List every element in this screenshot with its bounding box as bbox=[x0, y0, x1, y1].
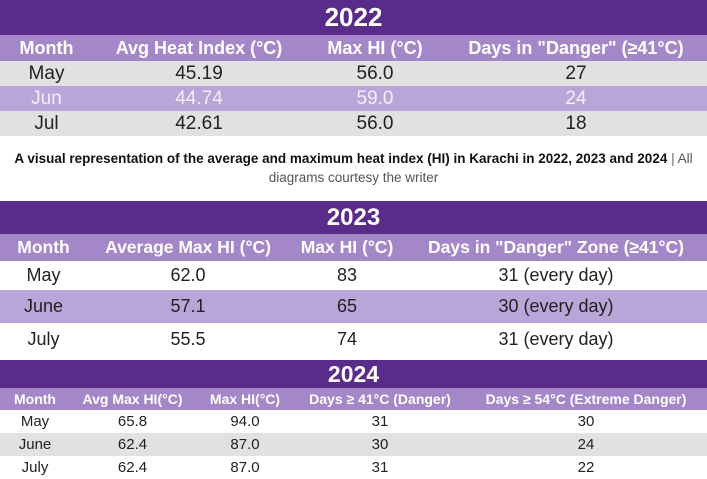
caption-credit: All diagrams courtesy the writer bbox=[268, 151, 693, 185]
table-row: May 65.8 94.0 31 30 bbox=[0, 410, 707, 433]
danger-days-cell: 31 (every day) bbox=[498, 265, 614, 285]
danger-days-cell: 18 bbox=[565, 112, 587, 134]
month-cell: Jul bbox=[34, 112, 59, 134]
danger-days-cell: 30 bbox=[371, 436, 389, 453]
avg-hi-cell: 45.19 bbox=[175, 62, 223, 84]
table-2022-title: 2022 bbox=[0, 0, 707, 35]
column-header-max-hi: Max HI(°C) bbox=[209, 391, 281, 407]
caption-text: A visual representation of the average a… bbox=[14, 151, 668, 166]
column-header-max-hi: Max HI (°C) bbox=[327, 37, 423, 58]
avg-max-hi-cell: 62.0 bbox=[170, 265, 206, 285]
column-header-danger-zone-days: Days in "Danger" Zone (≥41°C) bbox=[428, 237, 684, 257]
max-hi-cell: 56.0 bbox=[356, 62, 394, 84]
max-hi-cell: 59.0 bbox=[356, 87, 394, 109]
column-header-danger-days: Days ≥ 41°C (Danger) bbox=[309, 391, 451, 407]
month-cell: Jun bbox=[31, 87, 62, 109]
column-header-avg-max-hi: Avg Max HI(°C) bbox=[82, 391, 183, 407]
danger-days-cell: 30 (every day) bbox=[498, 296, 614, 316]
max-hi-cell: 87.0 bbox=[230, 436, 260, 453]
column-header-max-hi: Max HI (°C) bbox=[300, 237, 394, 257]
avg-max-hi-cell: 55.5 bbox=[170, 328, 206, 349]
danger-days-cell: 31 bbox=[371, 459, 389, 476]
avg-max-hi-cell: 57.1 bbox=[170, 296, 206, 316]
max-hi-cell: 56.0 bbox=[356, 112, 394, 134]
danger-days-cell: 31 (every day) bbox=[498, 328, 614, 349]
avg-hi-cell: 42.61 bbox=[175, 112, 223, 134]
month-cell: July bbox=[27, 328, 60, 349]
month-cell: May bbox=[28, 62, 65, 84]
table-row: June 62.4 87.0 30 24 bbox=[0, 433, 707, 456]
month-cell: June bbox=[23, 296, 64, 316]
table-2024-title: 2024 bbox=[0, 360, 707, 388]
figure-caption: A visual representation of the average a… bbox=[8, 149, 699, 187]
max-hi-cell: 94.0 bbox=[230, 413, 260, 430]
extreme-danger-days-cell: 24 bbox=[577, 436, 595, 453]
table-row: Jul 42.61 56.0 18 bbox=[0, 111, 707, 136]
avg-max-hi-cell: 62.4 bbox=[117, 459, 148, 476]
month-cell: May bbox=[26, 265, 61, 285]
table-2023-title: 2023 bbox=[0, 201, 707, 234]
max-hi-cell: 65 bbox=[336, 296, 358, 316]
table-2022: 2022 Month Avg Heat Index (°C) Max HI (°… bbox=[0, 0, 707, 136]
table-2022-header-row: Month Avg Heat Index (°C) Max HI (°C) Da… bbox=[0, 35, 707, 61]
table-row: May 45.19 56.0 27 bbox=[0, 61, 707, 86]
avg-max-hi-cell: 65.8 bbox=[117, 413, 148, 430]
column-header-month: Month bbox=[17, 237, 70, 257]
extreme-danger-days-cell: 30 bbox=[577, 413, 595, 430]
month-cell: June bbox=[18, 436, 52, 453]
table-2024-header-row: Month Avg Max HI(°C) Max HI(°C) Days ≥ 4… bbox=[0, 388, 707, 410]
table-row: July 62.4 87.0 31 22 bbox=[0, 456, 707, 479]
month-cell: May bbox=[20, 413, 50, 430]
danger-days-cell: 27 bbox=[565, 62, 587, 84]
column-header-month: Month bbox=[14, 391, 56, 407]
table-row: June 57.1 65 30 (every day) bbox=[0, 290, 707, 323]
column-header-danger-days: Days in "Danger" (≥41°C) bbox=[468, 37, 684, 58]
table-2023-header-row: Month Average Max HI (°C) Max HI (°C) Da… bbox=[0, 234, 707, 261]
table-row: Jun 44.74 59.0 24 bbox=[0, 86, 707, 111]
column-header-extreme-danger-days: Days ≥ 54°C (Extreme Danger) bbox=[485, 391, 687, 407]
avg-max-hi-cell: 62.4 bbox=[117, 436, 148, 453]
month-cell: July bbox=[21, 459, 49, 476]
danger-days-cell: 24 bbox=[565, 87, 587, 109]
table-2023: 2023 Month Average Max HI (°C) Max HI (°… bbox=[0, 201, 707, 355]
caption-separator: | bbox=[671, 151, 675, 166]
column-header-average-max-hi: Average Max HI (°C) bbox=[105, 237, 271, 257]
table-row: May 62.0 83 31 (every day) bbox=[0, 261, 707, 290]
table-2024: 2024 Month Avg Max HI(°C) Max HI(°C) Day… bbox=[0, 360, 707, 479]
table-row: July 55.5 74 31 (every day) bbox=[0, 323, 707, 355]
max-hi-cell: 87.0 bbox=[230, 459, 260, 476]
max-hi-cell: 83 bbox=[336, 265, 358, 285]
column-header-avg-heat-index: Avg Heat Index (°C) bbox=[115, 37, 283, 58]
avg-hi-cell: 44.74 bbox=[175, 87, 223, 109]
max-hi-cell: 74 bbox=[336, 328, 358, 349]
danger-days-cell: 31 bbox=[371, 413, 389, 430]
column-header-month: Month bbox=[19, 37, 74, 58]
extreme-danger-days-cell: 22 bbox=[577, 459, 595, 476]
